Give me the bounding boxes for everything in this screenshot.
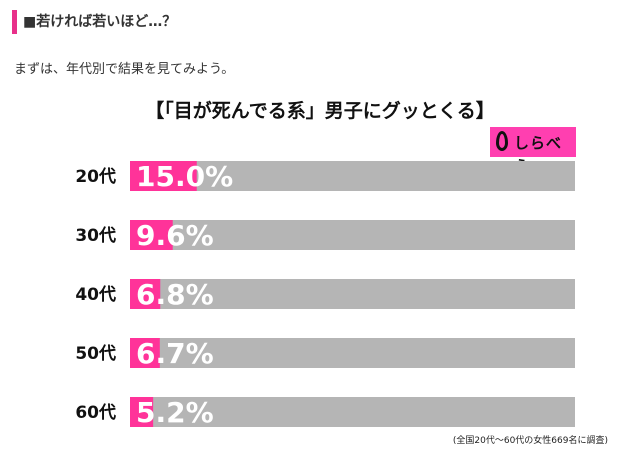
category-label: 60代	[75, 402, 116, 423]
bar	[130, 279, 161, 309]
value-label: 6.7%	[136, 337, 214, 370]
bar-track	[130, 397, 575, 427]
category-label: 30代	[75, 225, 116, 246]
value-label: 15.0%	[136, 160, 233, 193]
category-label: 40代	[75, 284, 116, 305]
section-heading: ■若ければ若いほど…？	[12, 10, 176, 34]
bar-track	[130, 279, 575, 309]
intro-text: まずは、年代別で結果を見てみよう。	[14, 62, 235, 77]
brand-mark-icon	[496, 131, 508, 151]
bar	[130, 397, 154, 427]
survey-note: (全国20代〜60代の女性669名に調査)	[452, 436, 608, 446]
value-label: 9.6%	[136, 219, 214, 252]
bar	[130, 161, 197, 191]
value-label: 5.2%	[136, 396, 214, 429]
category-label: 20代	[75, 166, 116, 187]
value-label: 6.8%	[136, 278, 214, 311]
bar-track	[130, 220, 575, 250]
bar	[130, 220, 173, 250]
bar-track	[130, 161, 575, 191]
bar-track	[130, 338, 575, 368]
category-label: 50代	[75, 343, 116, 364]
bar	[130, 338, 160, 368]
chart-title: 【「目が死んでる系」男子にグッとくる】	[145, 100, 495, 122]
